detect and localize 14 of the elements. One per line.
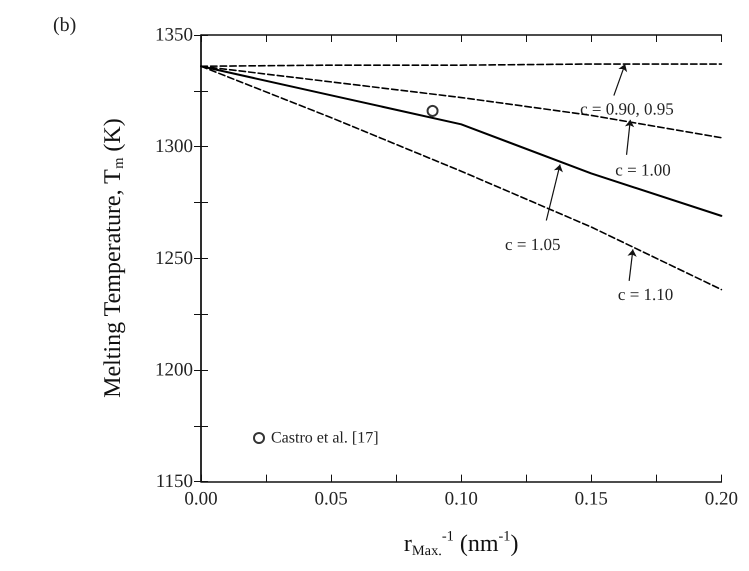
x-tick-label: 0.15 (574, 488, 608, 510)
y-tick-label: 1200 (155, 359, 193, 380)
y-tick-label: 1300 (155, 136, 193, 158)
y-tick-label: 1350 (155, 24, 193, 46)
chart-title: (b) (53, 14, 76, 36)
annotation: c = 1.05 (505, 235, 560, 254)
x-tick-label: 0.05 (314, 488, 348, 510)
legend-label: Castro et al. [17] (271, 430, 379, 446)
x-tick-label: 0.10 (444, 488, 478, 510)
x-tick-label: 0.20 (704, 488, 738, 510)
annotation: c = 1.00 (615, 160, 671, 180)
y-tick-label: 1250 (155, 248, 193, 269)
annotation: c = 1.10 (618, 284, 674, 304)
y-axis-title: Melting Temperature, Tm (K) (100, 118, 127, 398)
